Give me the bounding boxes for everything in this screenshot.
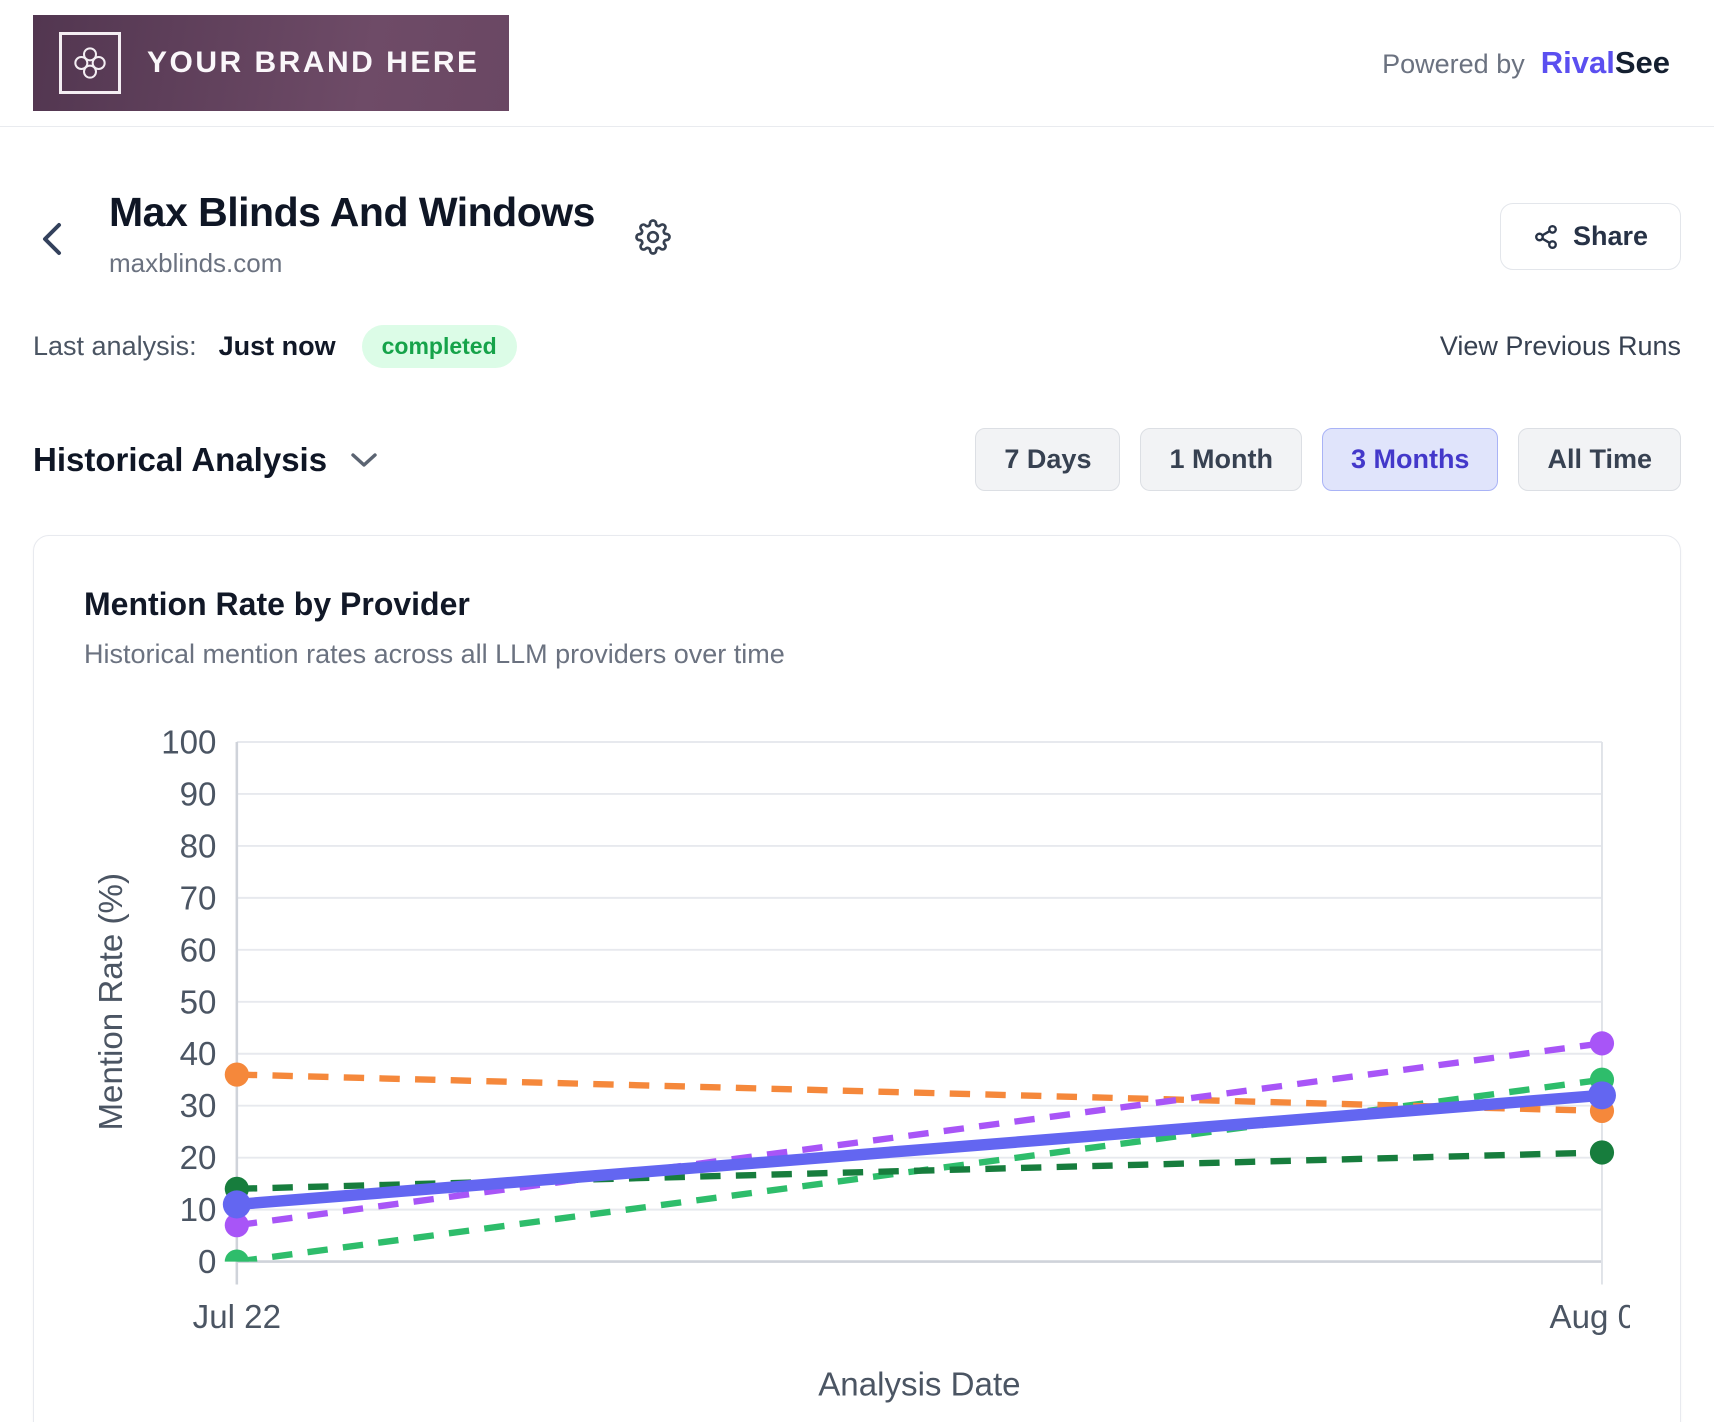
view-previous-runs-link[interactable]: View Previous Runs [1439, 331, 1681, 361]
title-block: Max Blinds And Windows maxblinds.com [109, 189, 595, 279]
share-label: Share [1572, 221, 1648, 251]
share-icon [1535, 224, 1557, 249]
page-title: Max Blinds And Windows [109, 189, 595, 235]
svg-text:Analysis Date: Analysis Date [818, 1366, 1020, 1403]
section-row: Historical Analysis 7 Days 1 Month 3 Mon… [33, 428, 1681, 491]
svg-text:Mention Rate (%): Mention Rate (%) [93, 873, 130, 1130]
page-domain: maxblinds.com [109, 248, 283, 278]
svg-text:20: 20 [180, 1140, 217, 1177]
svg-text:0: 0 [198, 1244, 216, 1281]
brand-knot-icon [59, 32, 121, 94]
back-button[interactable] [33, 213, 71, 268]
historical-analysis-dropdown[interactable]: Historical Analysis [33, 441, 379, 479]
time-range-group: 7 Days 1 Month 3 Months All Time [975, 428, 1681, 491]
chevron-left-icon [43, 223, 61, 255]
svg-text:Jul 22: Jul 22 [193, 1299, 281, 1336]
mention-rate-chart: 0 10 20 30 40 50 60 70 80 90 100 Jul 22 Aug 01 Analys… [84, 714, 1654, 1422]
time-range-all-time[interactable]: All Time [1518, 428, 1681, 491]
svg-text:60: 60 [180, 932, 217, 969]
mention-rate-card: Mention Rate by Provider Historical ment… [33, 535, 1681, 1422]
svg-text:80: 80 [180, 828, 217, 865]
last-analysis-value: Just now [218, 331, 336, 361]
svg-text:10: 10 [180, 1192, 217, 1229]
status-badge: completed [361, 325, 517, 368]
chart-title: Mention Rate by Provider [84, 586, 470, 622]
title-row: Max Blinds And Windows maxblinds.com Sha… [33, 189, 1681, 279]
app-header: YOUR BRAND HERE Powered by RivalSee [0, 0, 1714, 127]
chart-subtitle: Historical mention rates across all LLM … [84, 639, 785, 669]
svg-text:50: 50 [180, 984, 217, 1021]
time-range-1-month[interactable]: 1 Month [1140, 428, 1302, 491]
rivalsee-accent: Rival [1540, 45, 1615, 80]
meta-row: Last analysis: Just now completed View P… [33, 325, 1681, 368]
svg-text:30: 30 [180, 1088, 217, 1125]
svg-text:Aug 01: Aug 01 [1550, 1299, 1630, 1336]
svg-text:40: 40 [180, 1036, 217, 1073]
brand-text: YOUR BRAND HERE [147, 46, 480, 79]
main-content: Max Blinds And Windows maxblinds.com Sha… [0, 189, 1714, 1422]
last-analysis-label: Last analysis: [33, 331, 197, 361]
brand-logo: YOUR BRAND HERE [33, 15, 509, 111]
chevron-down-icon [351, 452, 377, 467]
time-range-3-months[interactable]: 3 Months [1321, 428, 1499, 491]
svg-text:100: 100 [161, 724, 216, 761]
svg-text:70: 70 [180, 880, 217, 917]
time-range-7-days[interactable]: 7 Days [975, 428, 1121, 491]
powered-by: Powered by RivalSee [1382, 45, 1670, 81]
rivalsee-brand: RivalSee [1541, 45, 1670, 81]
share-button[interactable]: Share [1499, 203, 1681, 270]
gear-icon [635, 219, 671, 255]
line-chart: 0 10 20 30 40 50 60 70 80 90 100 Jul 22 Aug 01 Analys… [93, 724, 1654, 1403]
svg-text:90: 90 [180, 776, 217, 813]
powered-by-label: Powered by [1382, 49, 1525, 79]
rivalsee-rest: See [1614, 45, 1670, 80]
settings-button[interactable] [635, 219, 671, 258]
section-title: Historical Analysis [33, 440, 328, 478]
